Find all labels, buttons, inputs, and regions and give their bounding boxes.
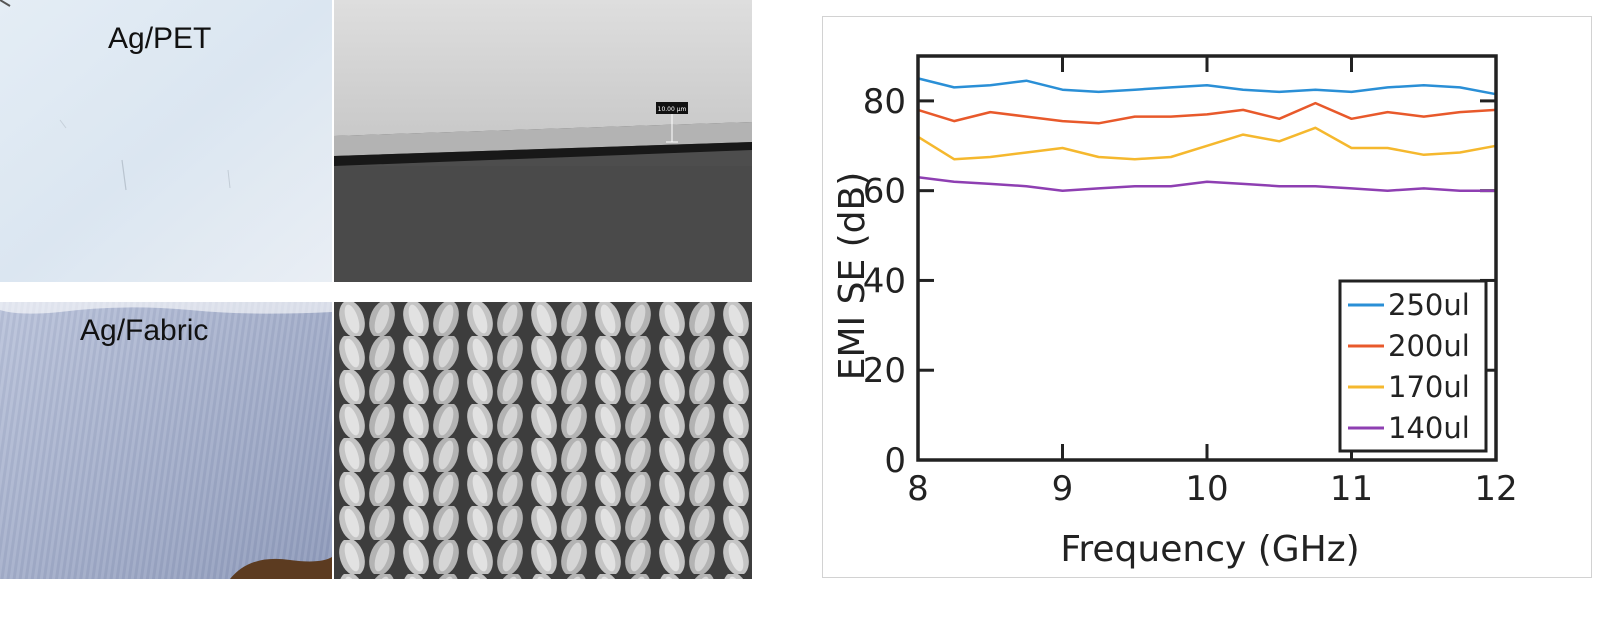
ag-fabric-label: Ag/Fabric (80, 314, 209, 347)
x-tick-label: 11 (1330, 469, 1373, 509)
x-tick-label: 12 (1474, 469, 1517, 509)
series-line-170ul (917, 126, 1497, 161)
legend-box (1338, 279, 1488, 453)
y-tick-label: 0 (884, 441, 906, 481)
scale-bar: 10.00 μm (656, 102, 688, 143)
ag-pet-label: Ag/PET (108, 22, 212, 55)
plot-area (916, 54, 1498, 462)
x-tick-label: 9 (1052, 469, 1074, 509)
legend: 250ul 200ul 170ul 140ul (1338, 279, 1488, 453)
x-tick-label: 10 (1185, 469, 1228, 509)
emi-se-chart: 8 9 10 11 12 0 20 40 60 80 Frequency (GHz) EMI SE… (822, 16, 1592, 578)
svg-text:10.00 μm: 10.00 μm (658, 106, 687, 113)
series-line-140ul (917, 175, 1496, 192)
ag-pet-photo: Ag/PET (0, 0, 332, 282)
y-tick-label: 20 (863, 351, 906, 391)
legend-entry: 200ul (1388, 329, 1470, 363)
y-axis-title: EMI SE (dB) (832, 172, 873, 381)
ag-fabric-sem-image (334, 302, 752, 579)
legend-entry: 170ul (1388, 370, 1470, 404)
x-tick-label: 8 (907, 469, 929, 509)
emi-se-chart-svg: 8 9 10 11 12 0 20 40 60 80 Frequency (GHz) EMI SE… (832, 54, 1518, 570)
series-line-200ul (917, 101, 1497, 125)
y-tick-label: 40 (863, 261, 906, 301)
y-tick-label: 60 (863, 172, 906, 212)
series-line-250ul (917, 77, 1497, 96)
legend-entry: 250ul (1388, 288, 1470, 322)
ag-fabric-photo: Ag/Fabric (0, 302, 332, 579)
y-tick-label: 80 (863, 82, 906, 122)
ag-pet-sem-image: 10.00 μm (334, 0, 752, 282)
legend-entry: 140ul (1388, 411, 1470, 445)
x-axis-title: Frequency (GHz) (1060, 529, 1359, 570)
